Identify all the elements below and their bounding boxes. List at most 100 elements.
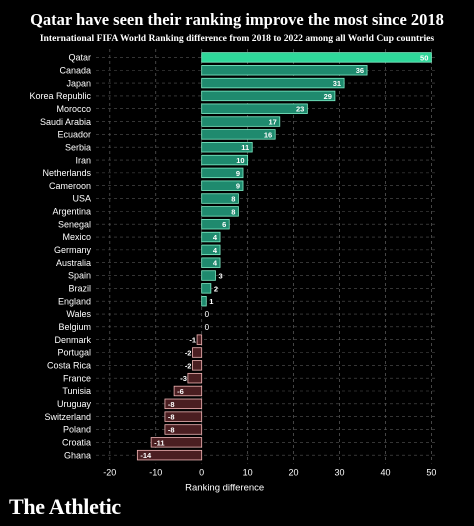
bar (196, 334, 203, 345)
bar (201, 90, 336, 102)
bar (201, 206, 239, 217)
value-label: 29 (324, 92, 332, 101)
bar (201, 65, 368, 76)
category-label: Croatia (62, 438, 91, 448)
bar (201, 231, 221, 243)
bar (201, 219, 230, 230)
value-label: 1 (209, 297, 213, 306)
category-label: Serbia (65, 142, 91, 152)
bar (187, 372, 203, 384)
value-label: -14 (140, 451, 152, 460)
category-label: Germany (54, 245, 92, 255)
value-label: 23 (296, 105, 304, 114)
value-label: 11 (241, 143, 249, 152)
bar (150, 437, 203, 448)
category-label: USA (72, 194, 91, 204)
category-label: Netherlands (42, 168, 91, 178)
value-label: -11 (154, 438, 164, 447)
value-label: 4 (213, 259, 218, 268)
bar (164, 398, 203, 410)
category-label: Morocco (56, 104, 91, 114)
category-label: Argentina (52, 207, 91, 217)
category-label: Canada (59, 65, 91, 75)
value-label: 10 (236, 156, 244, 165)
x-tick-label: 0 (199, 468, 204, 478)
category-label: Senegal (58, 219, 91, 229)
value-label: 8 (231, 195, 235, 204)
bar (201, 142, 253, 153)
category-label: Saudi Arabia (40, 117, 91, 127)
value-label: -2 (185, 349, 192, 358)
category-label: Cameroon (49, 181, 91, 191)
bar (201, 52, 432, 63)
bar (201, 154, 249, 166)
category-label: Costa Rica (47, 361, 91, 371)
bar (192, 347, 203, 358)
category-label: Ghana (64, 450, 91, 460)
x-tick-label: 30 (335, 468, 345, 478)
value-label: 4 (213, 233, 218, 242)
category-label: Switzerland (44, 412, 91, 422)
category-label: Tunisia (62, 386, 91, 396)
bar (164, 411, 203, 422)
bar (173, 385, 203, 397)
category-label: Portugal (57, 348, 91, 358)
category-label: Australia (56, 258, 91, 268)
x-tick-label: 40 (380, 468, 390, 478)
category-label: Denmark (54, 335, 91, 345)
value-label: -1 (189, 336, 196, 345)
bar (201, 193, 239, 204)
bar (201, 295, 207, 307)
category-label: Korea Republic (29, 91, 91, 101)
value-label: 9 (236, 182, 240, 191)
value-label: 9 (236, 169, 240, 178)
chart-title: Qatar have seen their ranking improve th… (30, 10, 444, 29)
x-tick-label: -20 (103, 468, 116, 478)
category-label: England (58, 296, 91, 306)
category-label: Brazil (68, 284, 91, 294)
bar (201, 77, 345, 89)
bar (201, 116, 281, 127)
value-label: 16 (264, 130, 272, 139)
value-label: 0 (205, 310, 210, 319)
category-label: Poland (63, 425, 91, 435)
bar (201, 103, 308, 114)
chart-subtitle: International FIFA World Ranking differe… (39, 33, 435, 44)
value-label: 31 (333, 79, 341, 88)
x-tick-label: -10 (149, 468, 162, 478)
category-label: Mexico (62, 232, 91, 242)
x-axis-title: Ranking difference (185, 483, 264, 494)
bar (136, 449, 203, 461)
category-label: Japan (66, 78, 91, 88)
category-label: France (63, 373, 91, 383)
value-label: -8 (168, 413, 175, 422)
category-label: Ecuador (57, 130, 91, 140)
category-label: Spain (68, 271, 91, 281)
value-label: 3 (218, 272, 222, 281)
value-label: -8 (168, 425, 175, 434)
value-label: 0 (205, 323, 210, 332)
bar (201, 283, 212, 294)
bar (201, 167, 244, 179)
value-label: 2 (214, 284, 218, 293)
x-tick-label: 10 (243, 468, 253, 478)
value-label: 17 (268, 118, 276, 127)
category-label: Wales (66, 309, 91, 319)
x-tick-label: 50 (426, 468, 436, 478)
value-label: 6 (222, 220, 226, 229)
category-label: Belgium (58, 322, 91, 332)
bar (164, 424, 203, 435)
category-label: Qatar (68, 53, 91, 63)
category-label: Iran (75, 155, 91, 165)
value-label: 4 (213, 246, 218, 255)
value-label: -3 (180, 374, 187, 383)
category-label: Uruguay (57, 399, 92, 409)
bar (201, 244, 221, 256)
x-tick-label: 20 (289, 468, 299, 478)
value-label: -8 (168, 400, 175, 409)
brand-logo: The Athletic (9, 494, 121, 519)
value-label: -2 (185, 361, 192, 370)
bar (201, 129, 276, 140)
